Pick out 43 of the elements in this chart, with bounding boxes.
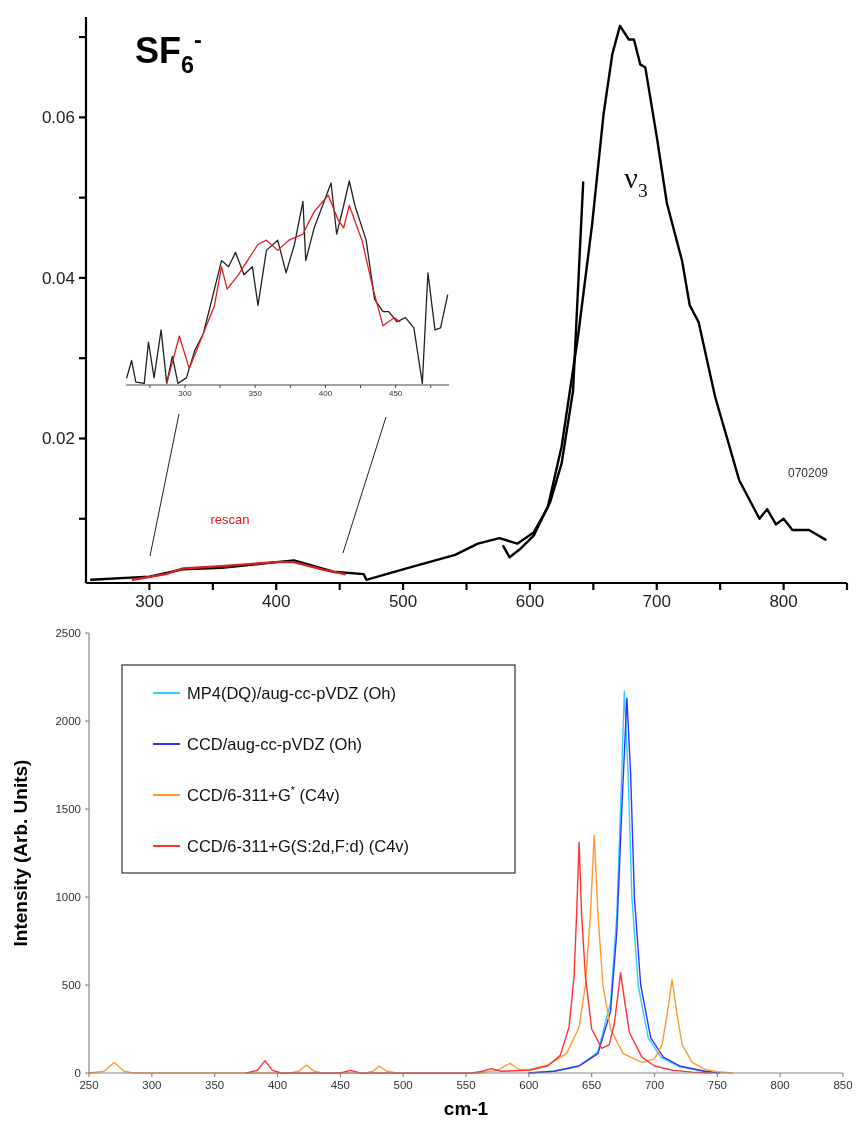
x-tick-label: 450 [388,389,403,398]
legend-label: CCD/6-311+G(S:2d,F:d) (C4v) [187,837,410,855]
x-tick-label: 300 [135,592,164,611]
x-tick-label: 400 [262,592,291,611]
y-tick-label: 1500 [55,803,81,816]
x-tick-label: 700 [642,592,671,611]
x-tick-label: 800 [769,592,798,611]
x-tick-label: 500 [393,1078,413,1091]
line-series [502,181,585,559]
x-tick-label: 300 [142,1078,162,1091]
legend-label: CCD/6-311+G$^{*}$ (C4v) [187,783,340,804]
x-tick-label: 700 [644,1078,665,1091]
x-tick-label: 450 [330,1078,350,1091]
x-tick-label: 600 [515,592,545,611]
annotation: ν$_{3}$ [624,161,648,201]
line-series [131,560,346,581]
y-axis-title: Intensity (Arb. Units) [10,759,31,947]
y-tick-label: 2500 [55,627,81,640]
annotation: 070209 [787,466,829,480]
legend-label: MP4(DQ)/aug-cc-pVDZ (Oh) [187,684,397,702]
x-tick-label: 550 [456,1078,476,1091]
x-tick-label: 400 [267,1078,288,1091]
x-tick-label: 300 [178,389,193,398]
x-tick-label: 250 [79,1078,99,1091]
x-tick-label: 600 [519,1078,539,1091]
x-tick-label: 350 [248,389,263,398]
x-axis-title: cm-1 [443,1098,489,1119]
x-tick-label: 750 [707,1078,727,1091]
y-tick-label: 0.02 [41,429,75,449]
annotation: rescan [210,512,250,527]
x-tick-label: 650 [582,1078,602,1091]
y-tick-label: 2000 [55,715,81,728]
x-tick-label: 800 [770,1078,790,1091]
x-tick-label: 850 [833,1078,853,1091]
y-tick-label: 0.06 [41,108,75,128]
y-tick-label: 500 [61,979,81,992]
y-tick-label: 0.04 [41,268,75,288]
x-tick-label: 400 [318,389,333,398]
x-tick-label: 500 [388,592,418,611]
x-tick-label: 350 [205,1078,225,1091]
y-tick-label: 1000 [55,891,81,904]
y-tick-label: 0 [74,1067,81,1080]
legend-label: CCD/aug-cc-pVDZ (Oh) [187,735,363,753]
